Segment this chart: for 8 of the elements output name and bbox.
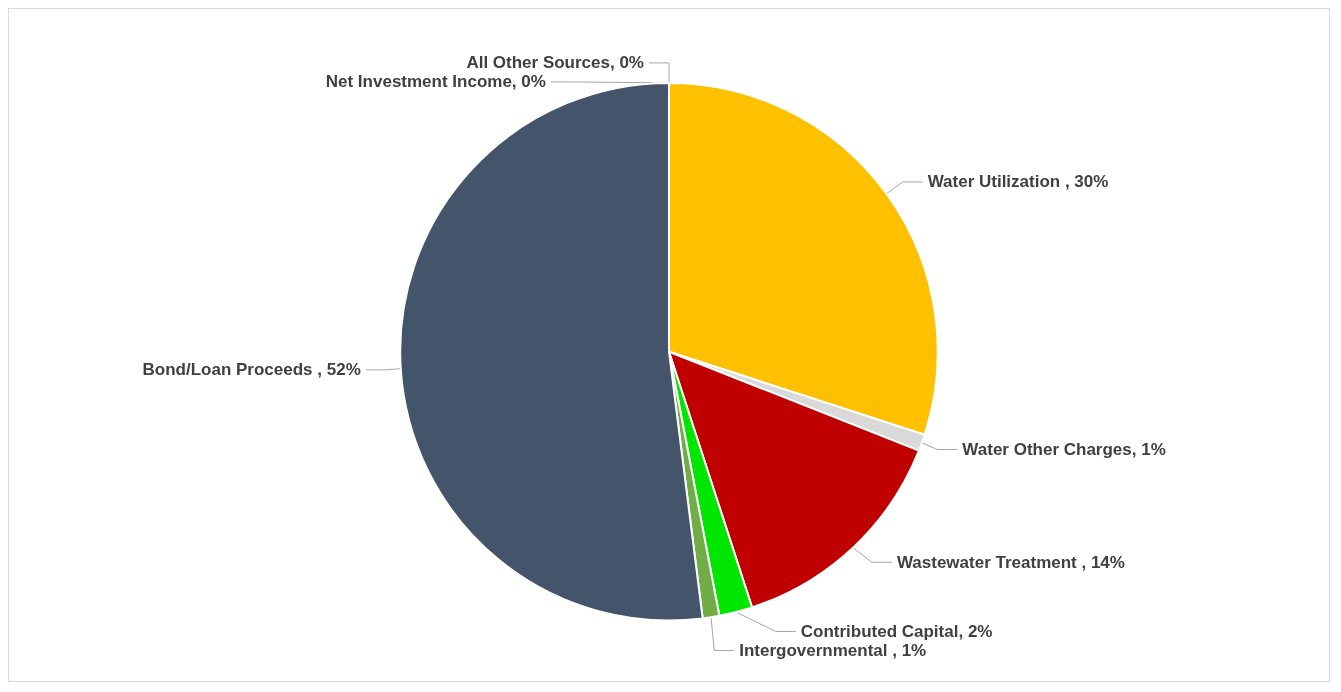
- category-label: Net Investment Income, 0%: [325, 72, 546, 92]
- slice-label: Wastewater Treatment , 14%: [896, 552, 1125, 572]
- legend-label: All Other Sources, 0%: [466, 53, 644, 73]
- slice-label: Intergovernmental , 1%: [739, 640, 927, 660]
- slice-label: Water Other Charges, 1%: [962, 440, 1166, 460]
- slice-label: Bond/Loan Proceeds , 52%: [142, 360, 361, 380]
- slice-label: Water Utilization , 30%: [927, 172, 1109, 192]
- slice-label: Contributed Capital, 2%: [800, 621, 993, 641]
